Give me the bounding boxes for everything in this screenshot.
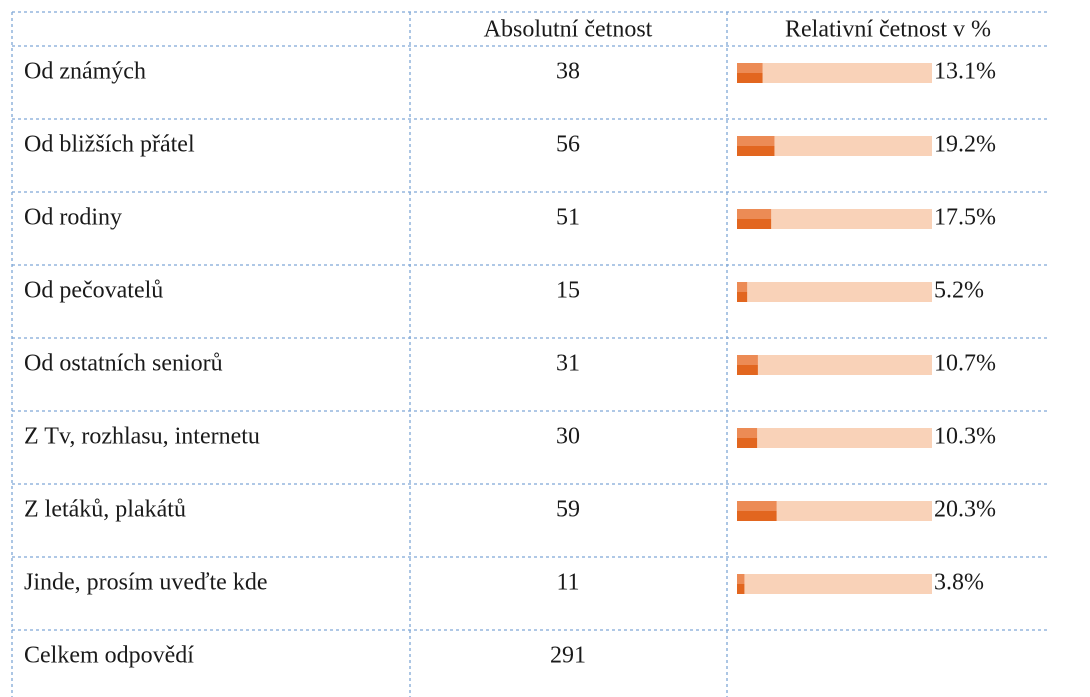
bar bbox=[737, 292, 748, 302]
row-label: Od ostatních seniorů bbox=[24, 351, 223, 377]
count: 15 bbox=[556, 278, 580, 304]
bar bbox=[737, 282, 748, 292]
bar bbox=[737, 511, 777, 521]
bar-track bbox=[737, 209, 932, 229]
count: 291 bbox=[550, 643, 586, 669]
count: 11 bbox=[556, 570, 579, 596]
row-label: Z letáků, plakátů bbox=[24, 497, 186, 523]
bar-track bbox=[737, 63, 932, 83]
bar-track bbox=[737, 428, 932, 448]
header: Relativní četnost v % bbox=[785, 17, 991, 43]
row-label: Jinde, prosím uveďte kde bbox=[24, 570, 267, 596]
bar bbox=[737, 219, 772, 229]
row-label: Celkem odpovědí bbox=[24, 643, 194, 669]
count: 59 bbox=[556, 497, 580, 523]
percent-label: 10.7% bbox=[934, 351, 996, 377]
bar bbox=[737, 574, 745, 584]
row-label: Z Tv, rozhlasu, internetu bbox=[24, 424, 260, 450]
count: 38 bbox=[556, 59, 580, 85]
percent-label: 19.2% bbox=[934, 132, 996, 158]
bar bbox=[737, 355, 758, 365]
header: Absolutní četnost bbox=[484, 17, 653, 43]
bar bbox=[737, 501, 777, 511]
row-label: Od bližších přátel bbox=[24, 132, 195, 158]
bar bbox=[737, 428, 758, 438]
bar bbox=[737, 73, 763, 83]
percent-label: 17.5% bbox=[934, 205, 996, 231]
count: 31 bbox=[556, 351, 580, 377]
bar-track bbox=[737, 282, 932, 302]
bar-track bbox=[737, 574, 932, 594]
percent-label: 20.3% bbox=[934, 497, 996, 523]
bar bbox=[737, 146, 775, 156]
percent-label: 5.2% bbox=[934, 278, 984, 304]
bar bbox=[737, 136, 775, 146]
bar-track bbox=[737, 501, 932, 521]
count: 51 bbox=[556, 205, 580, 231]
bar bbox=[737, 63, 763, 73]
bar bbox=[737, 438, 758, 448]
count: 56 bbox=[556, 132, 580, 158]
count: 30 bbox=[556, 424, 580, 450]
bar bbox=[737, 365, 758, 375]
bar-track bbox=[737, 136, 932, 156]
row-label: Od rodiny bbox=[24, 205, 122, 231]
percent-label: 3.8% bbox=[934, 570, 984, 596]
row-label: Od pečovatelů bbox=[24, 278, 163, 304]
row-label: Od známých bbox=[24, 59, 146, 85]
percent-label: 10.3% bbox=[934, 424, 996, 450]
bar bbox=[737, 209, 772, 219]
bar-track bbox=[737, 355, 932, 375]
percent-label: 13.1% bbox=[934, 59, 996, 85]
bar bbox=[737, 584, 745, 594]
